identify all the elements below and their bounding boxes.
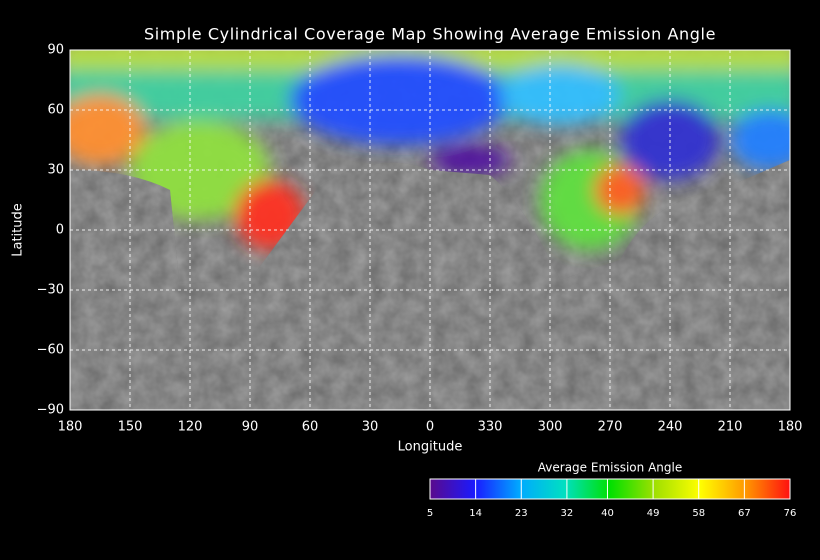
y-tick-label: 90 [47, 43, 64, 58]
colorbar-tick-label: 40 [601, 508, 614, 519]
colorbar [429, 478, 791, 500]
x-tick-label: 180 [778, 420, 803, 435]
colorbar-tick-label: 32 [561, 508, 574, 519]
y-tick-label: −30 [37, 283, 64, 298]
y-tick-label: 0 [56, 223, 64, 238]
y-axis-label: Latitude [11, 203, 26, 257]
colorbar-tick-label: 14 [469, 508, 482, 519]
colorbar-tick-label: 23 [515, 508, 528, 519]
x-tick-label: 120 [178, 420, 203, 435]
x-tick-label: 300 [538, 420, 563, 435]
x-tick-label: 90 [242, 420, 259, 435]
x-tick-label: 330 [478, 420, 503, 435]
y-tick-label: 60 [47, 103, 64, 118]
map-image [70, 50, 790, 410]
y-tick-label: −60 [37, 343, 64, 358]
x-tick-label: 30 [362, 420, 379, 435]
x-tick-label: 240 [658, 420, 683, 435]
colorbar-tick-label: 49 [647, 508, 660, 519]
x-tick-label: 180 [58, 420, 83, 435]
colorbar-tick-label: 67 [738, 508, 751, 519]
y-tick-label: −90 [37, 403, 64, 418]
colorbar-tick-label: 5 [427, 508, 433, 519]
x-tick-label: 0 [426, 420, 434, 435]
colorbar-tick-label: 76 [784, 508, 797, 519]
x-tick-label: 150 [118, 420, 143, 435]
colorbar-title: Average Emission Angle [538, 461, 682, 475]
x-tick-label: 210 [718, 420, 743, 435]
colorbar-tick-label: 58 [692, 508, 705, 519]
map-title: Simple Cylindrical Coverage Map Showing … [144, 25, 716, 44]
x-tick-label: 270 [598, 420, 623, 435]
x-axis-label: Longitude [398, 440, 463, 455]
y-tick-label: 30 [47, 163, 64, 178]
x-tick-label: 60 [302, 420, 319, 435]
